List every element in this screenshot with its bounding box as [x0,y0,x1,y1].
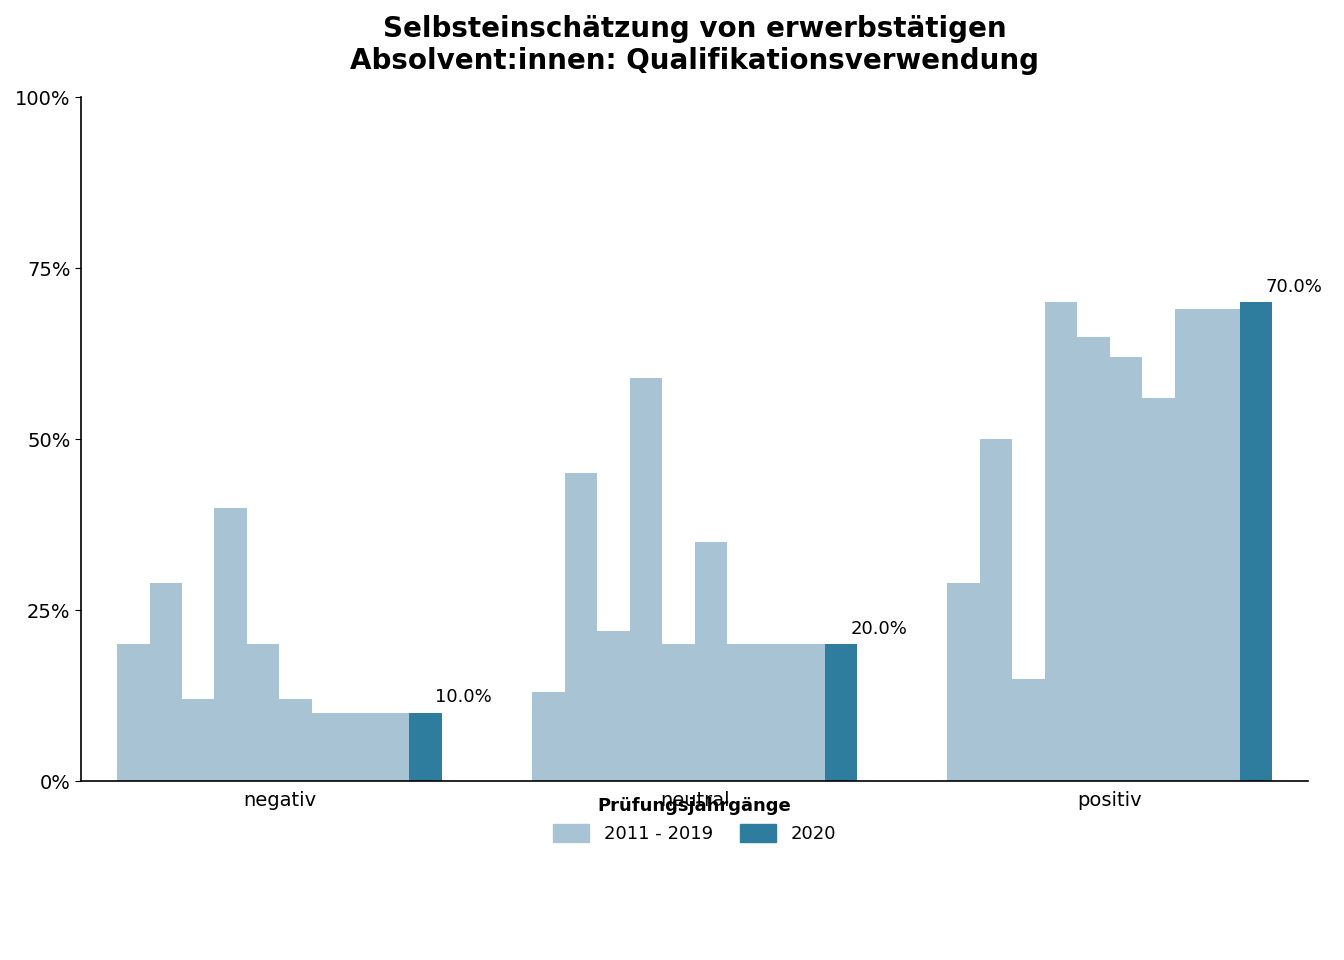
Bar [181,699,215,781]
Text: 10.0%: 10.0% [435,688,492,706]
Bar [597,631,629,781]
Bar [247,644,280,781]
Bar [727,644,759,781]
Bar [280,699,312,781]
Bar [1175,309,1207,781]
Legend: 2011 - 2019, 2020: 2011 - 2019, 2020 [535,779,853,861]
Bar [948,583,980,781]
Bar [149,583,181,781]
Bar [792,644,825,781]
Bar [980,439,1012,781]
Bar [663,644,695,781]
Text: 70.0%: 70.0% [1266,277,1322,296]
Bar [1012,679,1044,781]
Bar [564,473,597,781]
Bar [759,644,792,781]
Bar [344,712,376,781]
Title: Selbsteinschätzung von erwerbstätigen
Absolvent:innen: Qualifikationsverwendung: Selbsteinschätzung von erwerbstätigen Ab… [349,15,1039,76]
Bar [1078,337,1110,781]
Bar [117,644,149,781]
Text: 20.0%: 20.0% [851,619,907,637]
Bar [1142,398,1175,781]
Bar [215,508,247,781]
Bar [1110,357,1142,781]
Bar [376,712,410,781]
Bar [1207,309,1239,781]
Bar [532,692,564,781]
Bar [629,377,663,781]
Bar [1044,302,1078,781]
Bar [695,541,727,781]
Bar [312,712,344,781]
Bar [1239,302,1273,781]
Bar [825,644,857,781]
Bar [410,712,442,781]
